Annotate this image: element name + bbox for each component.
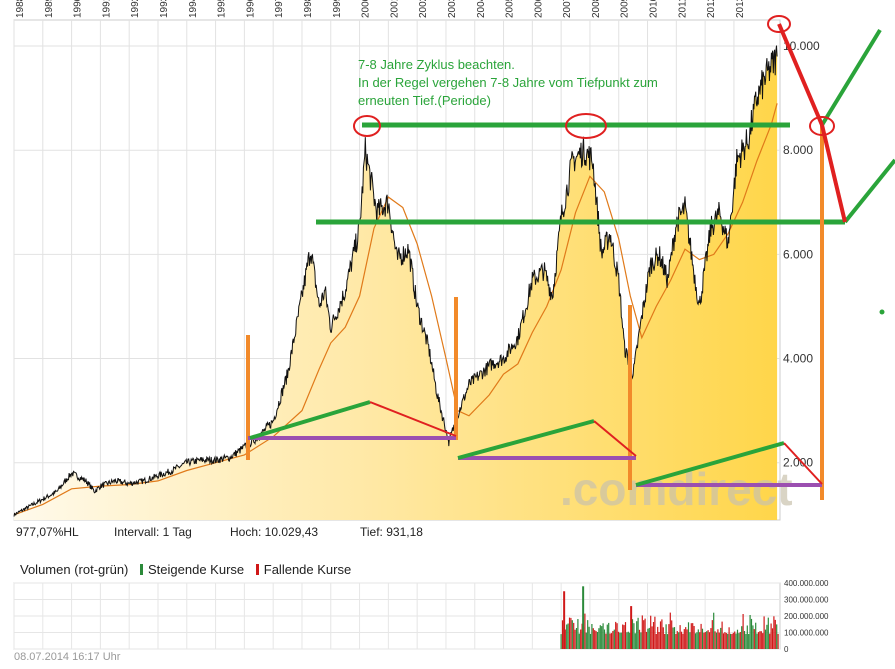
green-rise-2 [457,419,595,460]
x-tick-label: 1993 [159,0,170,18]
x-tick-label: 1989 [44,0,55,18]
watermark: .comdirect [560,463,793,515]
hand-drawn-annotations [246,15,895,500]
volume-tick-label: 400.000.000 [784,579,829,588]
green-rise-3 [635,441,785,487]
x-tick-label: 2007 [562,0,573,18]
red-circle-peak-2000 [353,115,381,137]
annotation-line-3: erneuten Tief.(Periode) [358,93,491,108]
green-rise-1 [249,400,371,440]
performance-value: 977,07%HL [16,525,79,539]
red-circle-8000 [809,116,835,136]
low-value: Tief: 931,18 [360,525,423,539]
x-tick-label: 1995 [217,0,228,18]
legend-up-label: Steigende Kurse [148,562,245,577]
timestamp: 08.07.2014 16:17 Uhr [14,651,121,663]
x-tick-label: 2005 [505,0,516,18]
x-tick-label: 2009 [620,0,631,18]
red-circle-peak-2014 [767,15,791,33]
annotation-line-2: In der Regel vergehen 7-8 Jahre vom Tief… [358,75,658,90]
x-tick-label: 2000 [361,0,372,18]
red-fall-1 [369,401,457,437]
y-tick-label: 10.000 [783,39,820,53]
x-tick-label: 1996 [245,0,256,18]
x-tick-label: 1998 [303,0,314,18]
price-line [13,45,778,517]
legend-down-label: Fallende Kurse [263,562,352,577]
annotation-line-1: 7-8 Jahre Zyklus beachten. [358,57,515,72]
red-fall-3 [783,442,823,485]
red-circle-peak-2007 [565,113,607,139]
x-tick-label: 2004 [476,0,487,18]
volume-tick-label: 100.000.000 [784,629,829,638]
x-tick-label: 2008 [591,0,602,18]
volume-tick-labels: 400.000.000 300.000.000 200.000.000 100.000… [784,579,829,654]
x-tick-label: 1988 [15,0,26,18]
x-tick-label: 1990 [73,0,84,18]
volume-tick-label: 200.000.000 [784,612,829,621]
red-fall-2 [593,420,637,457]
y-tick-label: 4.000 [783,352,813,366]
x-tick-label: 2006 [533,0,544,18]
green-rise-5 [843,158,895,224]
x-tick-label: 1999 [332,0,343,18]
moving-average-line [13,103,778,516]
volume-legend: Volumen (rot-grün) Steigende Kurse Falle… [20,562,351,577]
x-tick-label: 1991 [101,0,112,18]
x-tick-label: 1992 [130,0,141,18]
grid-lines [13,20,780,520]
x-tick-label: 2012 [706,0,717,18]
x-tick-label: 1994 [188,0,199,18]
up-marker-icon [140,564,144,575]
x-tick-label: 2003 [447,0,458,18]
high-value: Hoch: 10.029,43 [230,525,319,539]
annotation-text: 7-8 Jahre Zyklus beachten. In der Regel … [358,56,658,110]
down-marker-icon [255,564,259,575]
green-dot [879,309,885,315]
red-fall-4 [777,23,824,126]
x-tick-label: 2001 [389,0,400,18]
x-tick-labels: 1988 1989 1990 1991 1992 1993 1994 1995 1996 1997… [15,0,746,18]
x-tick-label: 2013 [735,0,746,18]
x-tick-label: 2011 [677,0,688,18]
x-tick-label: 2002 [418,0,429,18]
y-tick-label: 6.000 [783,247,813,261]
volume-tick-label: 300.000.000 [784,596,829,605]
interval-label: Intervall: 1 Tag [114,525,192,539]
x-tick-label: 1997 [274,0,285,18]
volume-bars [560,586,779,649]
volume-title: Volumen (rot-grün) [20,562,129,577]
red-fall-5 [820,124,847,223]
y-tick-label: 8.000 [783,143,813,157]
green-rise-4 [820,28,882,127]
x-tick-label: 2010 [649,0,660,18]
volume-tick-label: 0 [784,645,789,654]
